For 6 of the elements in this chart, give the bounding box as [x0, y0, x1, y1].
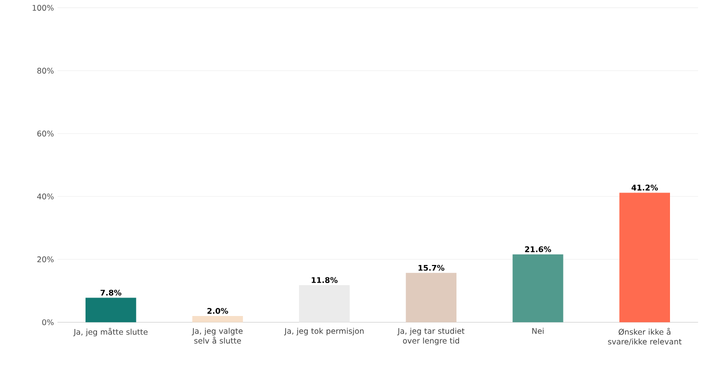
bar: [406, 272, 456, 322]
bar: [299, 285, 350, 322]
bar: [192, 316, 243, 322]
bar: [619, 192, 670, 322]
bar: [512, 254, 564, 322]
bar: [86, 298, 136, 322]
